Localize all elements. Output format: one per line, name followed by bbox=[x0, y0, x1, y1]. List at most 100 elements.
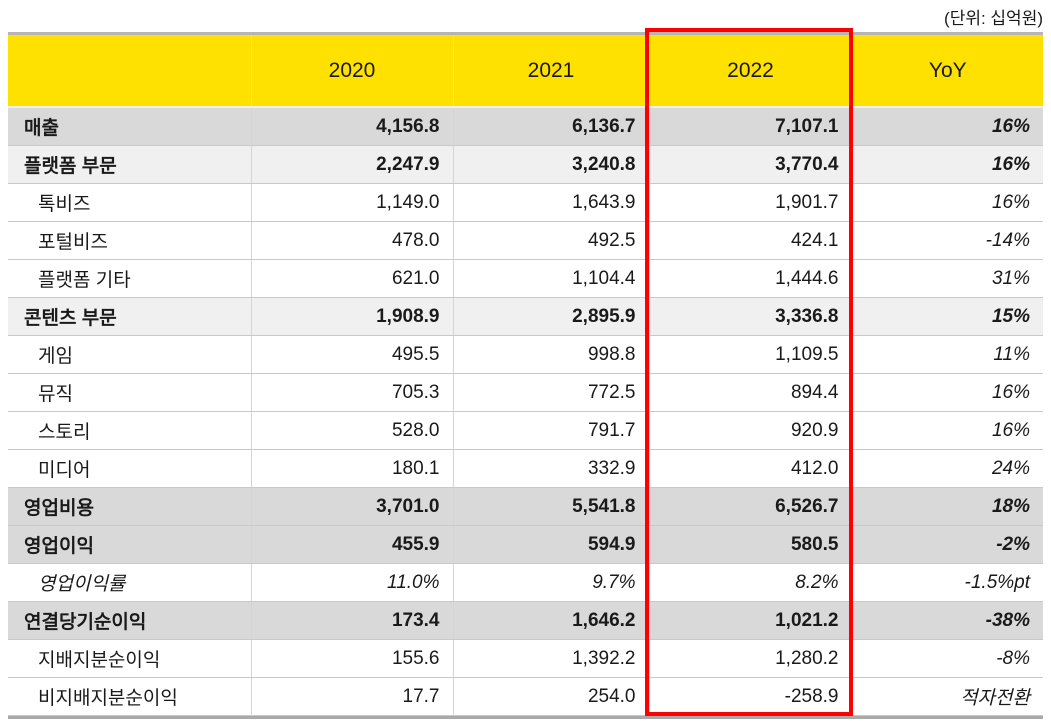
table-row: 뮤직 705.3 772.5 894.4 16% bbox=[8, 373, 1043, 412]
cell-2022: 1,280.2 bbox=[648, 639, 852, 678]
row-label: 영업이익률 bbox=[8, 563, 251, 602]
cell-2020: 173.4 bbox=[250, 601, 453, 640]
table-row: 게임 495.5 998.8 1,109.5 11% bbox=[8, 335, 1043, 374]
cell-2021: 2,895.9 bbox=[452, 297, 649, 336]
row-label: 뮤직 bbox=[8, 373, 251, 412]
row-label: 미디어 bbox=[8, 449, 251, 488]
cell-yoy: 15% bbox=[851, 297, 1043, 336]
table-row: 플랫폼 부문 2,247.9 3,240.8 3,770.4 16% bbox=[8, 145, 1043, 184]
row-label: 비지배지분순이익 bbox=[8, 677, 251, 716]
cell-2020: 495.5 bbox=[250, 335, 453, 374]
col-header-label bbox=[8, 35, 251, 108]
cell-2022: 1,021.2 bbox=[648, 601, 852, 640]
col-header-2022: 2022 bbox=[648, 35, 852, 108]
cell-yoy: 16% bbox=[851, 373, 1043, 412]
cell-yoy: -1.5%pt bbox=[851, 563, 1043, 602]
cell-2020: 621.0 bbox=[250, 259, 453, 298]
cell-yoy: -14% bbox=[851, 221, 1043, 260]
table-row: 영업이익률 11.0% 9.7% 8.2% -1.5%pt bbox=[8, 563, 1043, 602]
cell-yoy: -8% bbox=[851, 639, 1043, 678]
cell-2022: 894.4 bbox=[648, 373, 852, 412]
row-label: 플랫폼 부문 bbox=[8, 145, 251, 184]
cell-2020: 155.6 bbox=[250, 639, 453, 678]
table-row: 콘텐츠 부문 1,908.9 2,895.9 3,336.8 15% bbox=[8, 297, 1043, 336]
cell-yoy: 16% bbox=[851, 411, 1043, 450]
row-label: 지배지분순이익 bbox=[8, 639, 251, 678]
cell-yoy: 31% bbox=[851, 259, 1043, 298]
cell-2020: 11.0% bbox=[250, 563, 453, 602]
cell-2020: 3,701.0 bbox=[250, 487, 453, 526]
cell-yoy: 16% bbox=[851, 183, 1043, 222]
cell-yoy: 18% bbox=[851, 487, 1043, 526]
cell-2022: 1,444.6 bbox=[648, 259, 852, 298]
cell-2021: 5,541.8 bbox=[452, 487, 649, 526]
cell-2022: 3,336.8 bbox=[648, 297, 852, 336]
row-label: 영업비용 bbox=[8, 487, 251, 526]
cell-2022: 412.0 bbox=[648, 449, 852, 488]
cell-2021: 772.5 bbox=[452, 373, 649, 412]
cell-2022: 8.2% bbox=[648, 563, 852, 602]
table-row: 영업이익 455.9 594.9 580.5 -2% bbox=[8, 525, 1043, 564]
table-row: 비지배지분순이익 17.7 254.0 -258.9 적자전환 bbox=[8, 677, 1043, 716]
table-row: 톡비즈 1,149.0 1,643.9 1,901.7 16% bbox=[8, 183, 1043, 222]
cell-2021: 791.7 bbox=[452, 411, 649, 450]
cell-2022: 1,109.5 bbox=[648, 335, 852, 374]
table-header: 2020 2021 2022 YoY bbox=[8, 35, 1043, 108]
cell-2020: 4,156.8 bbox=[250, 107, 453, 146]
cell-2022: 6,526.7 bbox=[648, 487, 852, 526]
row-label: 스토리 bbox=[8, 411, 251, 450]
row-label: 톡비즈 bbox=[8, 183, 251, 222]
table-row: 매출 4,156.8 6,136.7 7,107.1 16% bbox=[8, 107, 1043, 146]
table-body: 매출 4,156.8 6,136.7 7,107.1 16% 플랫폼 부문 2,247.9 3… bbox=[8, 107, 1043, 716]
cell-2022: 3,770.4 bbox=[648, 145, 852, 184]
cell-2020: 1,149.0 bbox=[250, 183, 453, 222]
row-label: 콘텐츠 부문 bbox=[8, 297, 251, 336]
table-row: 연결당기순이익 173.4 1,646.2 1,021.2 -38% bbox=[8, 601, 1043, 640]
row-label: 매출 bbox=[8, 107, 251, 146]
row-label: 게임 bbox=[8, 335, 251, 374]
cell-2021: 998.8 bbox=[452, 335, 649, 374]
table-row: 미디어 180.1 332.9 412.0 24% bbox=[8, 449, 1043, 488]
cell-2022: 424.1 bbox=[648, 221, 852, 260]
cell-2022: 7,107.1 bbox=[648, 107, 852, 146]
cell-2020: 478.0 bbox=[250, 221, 453, 260]
cell-yoy: 적자전환 bbox=[851, 677, 1043, 716]
row-label: 플랫폼 기타 bbox=[8, 259, 251, 298]
financial-table-wrap: 2020 2021 2022 YoY 매출 4,156.8 6,136.7 7,107… bbox=[8, 32, 1043, 719]
table-row: 지배지분순이익 155.6 1,392.2 1,280.2 -8% bbox=[8, 639, 1043, 678]
cell-2021: 254.0 bbox=[452, 677, 649, 716]
col-header-2021: 2021 bbox=[452, 35, 649, 108]
col-header-2020: 2020 bbox=[250, 35, 453, 108]
cell-2021: 1,646.2 bbox=[452, 601, 649, 640]
cell-2020: 2,247.9 bbox=[250, 145, 453, 184]
cell-yoy: -2% bbox=[851, 525, 1043, 564]
cell-2021: 1,104.4 bbox=[452, 259, 649, 298]
cell-2022: 580.5 bbox=[648, 525, 852, 564]
cell-2021: 9.7% bbox=[452, 563, 649, 602]
table-row: 스토리 528.0 791.7 920.9 16% bbox=[8, 411, 1043, 450]
cell-2021: 332.9 bbox=[452, 449, 649, 488]
cell-2020: 705.3 bbox=[250, 373, 453, 412]
table-row: 플랫폼 기타 621.0 1,104.4 1,444.6 31% bbox=[8, 259, 1043, 298]
cell-2021: 594.9 bbox=[452, 525, 649, 564]
unit-label: (단위: 십억원) bbox=[944, 9, 1043, 28]
col-header-yoy: YoY bbox=[851, 35, 1043, 108]
cell-2021: 6,136.7 bbox=[452, 107, 649, 146]
header-row: 2020 2021 2022 YoY bbox=[8, 35, 1043, 108]
cell-2021: 3,240.8 bbox=[452, 145, 649, 184]
cell-yoy: 24% bbox=[851, 449, 1043, 488]
table-row: 영업비용 3,701.0 5,541.8 6,526.7 18% bbox=[8, 487, 1043, 526]
table-row: 포털비즈 478.0 492.5 424.1 -14% bbox=[8, 221, 1043, 260]
cell-2020: 455.9 bbox=[250, 525, 453, 564]
financial-table: 2020 2021 2022 YoY 매출 4,156.8 6,136.7 7,107… bbox=[8, 35, 1043, 716]
cell-2021: 1,643.9 bbox=[452, 183, 649, 222]
cell-2022: 920.9 bbox=[648, 411, 852, 450]
row-label: 연결당기순이익 bbox=[8, 601, 251, 640]
cell-yoy: 16% bbox=[851, 107, 1043, 146]
cell-2020: 528.0 bbox=[250, 411, 453, 450]
cell-2020: 17.7 bbox=[250, 677, 453, 716]
cell-2020: 1,908.9 bbox=[250, 297, 453, 336]
cell-2021: 492.5 bbox=[452, 221, 649, 260]
cell-yoy: 16% bbox=[851, 145, 1043, 184]
